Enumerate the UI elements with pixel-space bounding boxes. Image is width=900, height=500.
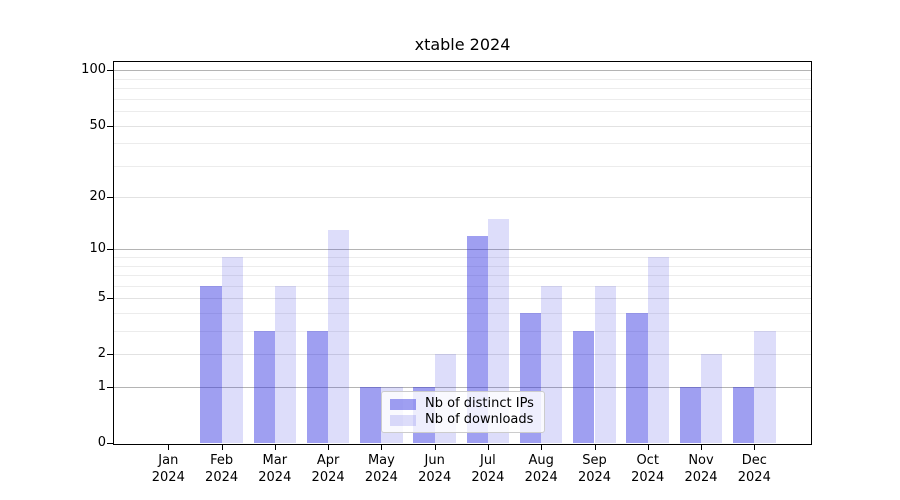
x-tick-mark-may [381,445,383,450]
legend-label-distinct-ips: Nb of distinct IPs [425,396,534,411]
x-tick-mark-nov [701,445,702,450]
bar-distinct-ips-feb [200,285,222,443]
plot-area [113,61,812,445]
x-tick-label-aug: Aug 2024 [509,452,573,486]
x-tick-year-may: 2024 [364,470,398,485]
grid-line-30 [114,165,811,167]
y-tick-label-2: 2 [97,346,106,361]
x-tick-label-dec: Dec 2024 [722,452,786,486]
x-tick-year-jul: 2024 [471,470,505,485]
bar-downloads-apr [328,229,350,443]
grid-line-40 [114,143,811,145]
y-tick-mark-0 [107,443,113,444]
x-tick-mark-jun [434,445,436,450]
bar-downloads-mar [274,285,297,443]
x-tick-label-apr: Apr 2024 [296,452,360,486]
bar-distinct-ips-dec [733,387,755,443]
bar-distinct-ips-mar [253,331,275,443]
legend-item-distinct-ips: Nb of distinct IPs [390,396,536,411]
x-tick-mark-jul [487,445,489,450]
grid-line-1 [114,387,811,388]
x-tick-mark-dec [754,445,756,450]
x-tick-label-jan: Jan 2024 [136,452,200,486]
x-tick-year-feb: 2024 [205,470,239,485]
grid-line-2 [114,354,811,356]
x-tick-label-sep: Sep 2024 [563,452,627,486]
y-tick-label-0: 0 [97,435,106,450]
legend-item-downloads: Nb of downloads [390,412,536,427]
legend: Nb of distinct IPs Nb of downloads [381,391,545,433]
y-tick-label-1: 1 [97,379,106,394]
x-tick-year-apr: 2024 [311,470,345,485]
x-tick-label-jul: Jul 2024 [456,452,520,486]
legend-swatch-downloads [390,414,416,426]
grid-line-6 [114,285,811,287]
x-tick-year-aug: 2024 [524,470,558,485]
bar-distinct-ips-oct [626,313,648,443]
x-tick-year-jan: 2024 [151,470,185,485]
y-tick-label-100: 100 [81,62,106,77]
x-tick-year-mar: 2024 [258,470,292,485]
x-tick-year-dec: 2024 [737,470,771,485]
x-tick-label-jun: Jun 2024 [403,452,467,486]
x-tick-mark-mar [274,445,276,450]
bar-downloads-nov [701,354,723,443]
x-tick-mark-sep [594,445,596,450]
y-tick-mark-1 [107,387,113,388]
x-tick-mark-feb [221,445,223,450]
x-tick-label-feb: Feb 2024 [190,452,254,486]
bar-distinct-ips-apr [306,331,329,443]
y-tick-mark-2 [107,354,113,355]
legend-label-downloads: Nb of downloads [425,412,534,427]
y-tick-mark-100 [107,70,113,71]
bar-downloads-feb [221,257,243,443]
x-tick-year-sep: 2024 [577,470,612,485]
grid-line-5 [114,298,811,300]
grid-line-100 [114,70,811,72]
grid-line-70 [114,98,811,100]
y-tick-label-5: 5 [97,290,106,305]
bar-distinct-ips-nov [679,387,701,443]
grid-line-50 [114,125,811,127]
chart-title: xtable 2024 [414,35,511,54]
grid-line-60 [114,111,811,113]
legend-swatch-distinct-ips [390,398,416,410]
x-tick-mark-jan [168,445,170,450]
y-tick-label-50: 50 [89,118,106,133]
y-tick-mark-10 [107,249,113,250]
bar-downloads-dec [754,331,776,443]
bar-distinct-ips-may [360,387,382,443]
grid-line-7 [114,275,811,277]
x-tick-year-nov: 2024 [684,470,718,485]
y-tick-label-10: 10 [89,241,106,256]
y-tick-mark-50 [107,126,113,127]
x-tick-mark-aug [541,445,543,450]
grid-line-3 [114,331,811,333]
x-tick-label-oct: Oct 2024 [616,452,680,486]
grid-line-80 [114,88,811,90]
y-tick-mark-5 [107,298,113,299]
grid-line-8 [114,265,811,267]
bar-downloads-oct [647,257,669,443]
x-tick-year-oct: 2024 [631,470,665,485]
x-tick-label-nov: Nov 2024 [669,452,733,486]
grid-line-10 [114,249,811,251]
bar-downloads-sep [594,285,616,443]
grid-line-20 [114,197,811,199]
x-tick-label-mar: Mar 2024 [243,452,307,486]
bar-downloads-aug [541,285,563,443]
x-tick-label-may: May 2024 [349,452,413,486]
bar-downloads-jul [487,219,510,443]
grid-line-4 [114,313,811,314]
y-tick-label-20: 20 [89,189,106,204]
grid-line-90 [114,78,811,80]
y-tick-mark-20 [107,197,113,198]
bar-distinct-ips-sep [573,331,595,443]
grid-line-9 [114,257,811,259]
x-tick-mark-oct [647,445,649,450]
x-tick-year-jun: 2024 [418,470,452,485]
x-tick-mark-apr [328,445,330,450]
